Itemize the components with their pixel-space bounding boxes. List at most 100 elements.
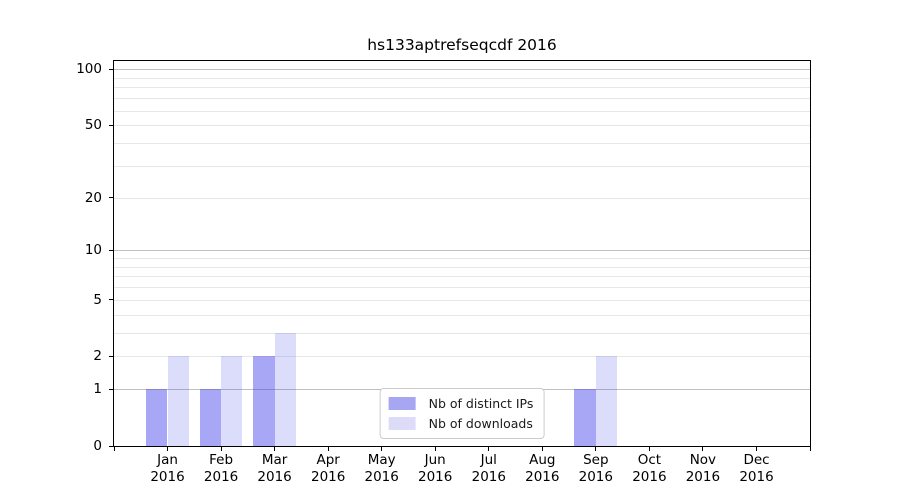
x-tick-label-year-nov: 2016 [685,469,721,485]
legend-swatch-distinct-ips [388,397,416,410]
y-tick-20 [109,197,113,199]
x-tick-label-apr: Apr 2016 [296,452,360,486]
x-tick-jul [488,447,490,451]
x-tick-label-may: May 2016 [350,452,414,486]
x-tick-label-mar: Mar 2016 [243,452,307,486]
legend-label-downloads: Nb of downloads [428,416,533,431]
bar-nb-of-distinct-ips-jan [146,389,168,446]
minor-gridline-3 [114,332,810,334]
bar-nb-of-downloads-mar [274,332,296,446]
x-tick-dec [756,447,757,451]
x-tick-label-year-aug: 2016 [525,469,560,485]
x-tick-label-month-dec: Dec [743,452,770,468]
legend-item-downloads: Nb of downloads [388,415,534,432]
x-tick-aug [541,447,543,451]
y-tick-100 [109,68,113,70]
y-tick-label-5: 5 [93,291,102,308]
y-tick-5 [109,299,113,301]
x-tick-feb [220,447,222,451]
x-tick-label-aug: Aug 2016 [510,452,574,486]
minor-gridline-30 [114,165,810,167]
major-gridline-100 [114,69,810,71]
x-tick-label-sep: Sep 2016 [564,452,628,486]
x-tick-label-month-jun: Jun [424,452,446,468]
x-tick-label-year-mar: 2016 [257,469,292,485]
minor-gridline-6 [114,287,810,289]
x-tick-edge-0 [113,447,115,451]
minor-gridline-4 [114,314,810,316]
x-tick-oct [648,447,650,451]
minor-gridline-40 [114,143,810,144]
x-tick-label-month-apr: Apr [316,452,340,468]
minor-gridline-80 [114,87,810,89]
y-tick-label-50: 50 [84,117,102,134]
bar-nb-of-distinct-ips-mar [253,356,275,446]
x-tick-label-dec: Dec 2016 [725,452,789,486]
y-tick-label-10: 10 [84,242,102,259]
plot-area: Nb of distinct IPs Nb of downloads [114,61,810,446]
legend: Nb of distinct IPs Nb of downloads [379,388,545,439]
x-tick-label-year-jan: 2016 [150,469,185,485]
legend-label-distinct-ips: Nb of distinct IPs [428,396,534,411]
minor-gridline-2 [114,356,810,358]
bar-nb-of-distinct-ips-feb [199,389,222,446]
x-tick-jun [434,447,436,451]
x-tick-nov [702,447,704,451]
x-tick-label-nov: Nov 2016 [671,452,735,486]
legend-swatch-downloads [388,417,416,430]
x-tick-label-month-nov: Nov [689,452,717,468]
x-tick-jan [167,447,168,451]
bar-nb-of-downloads-jan [167,356,189,446]
minor-gridline-7 [114,276,810,278]
y-tick-label-1: 1 [93,381,102,398]
x-tick-label-year-dec: 2016 [739,469,774,485]
x-tick-label-oct: Oct 2016 [617,452,681,486]
x-tick-label-year-feb: 2016 [203,469,239,485]
x-tick-label-month-sep: Sep [583,452,609,468]
x-tick-mar [274,447,276,451]
x-tick-label-year-jul: 2016 [471,469,506,485]
chart-title: hs133aptrefseqcdf 2016 [367,36,557,54]
x-tick-label-month-aug: Aug [529,452,556,468]
x-tick-label-jul: Jul 2016 [457,452,521,486]
minor-gridline-60 [114,110,810,112]
y-tick-0 [109,445,113,447]
y-tick-label-2: 2 [93,348,102,365]
x-tick-label-month-mar: Mar [261,452,288,468]
x-tick-label-jun: Jun 2016 [403,452,467,486]
minor-gridline-70 [114,98,810,100]
major-gridline-10 [114,250,810,252]
minor-gridline-90 [114,77,810,79]
minor-gridline-8 [114,266,810,268]
x-tick-label-jan: Jan 2016 [136,452,200,486]
x-tick-label-year-may: 2016 [364,469,399,485]
y-tick-label-20: 20 [84,189,102,206]
x-tick-label-year-apr: 2016 [311,469,346,485]
y-tick-label-0: 0 [93,438,102,454]
y-tick-1 [109,388,113,390]
x-tick-edge-13 [809,447,811,451]
x-tick-sep [595,447,597,451]
x-tick-may [381,447,383,451]
x-tick-apr [327,447,329,451]
y-tick-50 [109,124,113,126]
y-tick-2 [109,355,113,357]
bar-nb-of-distinct-ips-sep [574,389,596,446]
x-tick-label-month-jan: Jan [157,452,178,468]
minor-gridline-5 [114,299,810,301]
x-tick-label-month-oct: Oct [637,452,662,468]
x-tick-label-year-sep: 2016 [578,469,613,485]
x-tick-label-feb: Feb 2016 [189,452,253,486]
bar-nb-of-downloads-sep [595,356,618,446]
x-tick-label-month-jul: Jul [480,452,497,468]
bar-nb-of-downloads-feb [221,356,243,446]
legend-item-distinct-ips: Nb of distinct IPs [388,395,534,412]
x-tick-label-year-jun: 2016 [418,469,453,485]
minor-gridline-20 [114,197,810,199]
x-tick-label-year-oct: 2016 [632,469,667,485]
minor-gridline-9 [114,258,810,260]
y-tick-label-100: 100 [76,61,102,78]
x-tick-label-month-may: May [367,452,396,468]
x-tick-label-month-feb: Feb [209,452,234,468]
